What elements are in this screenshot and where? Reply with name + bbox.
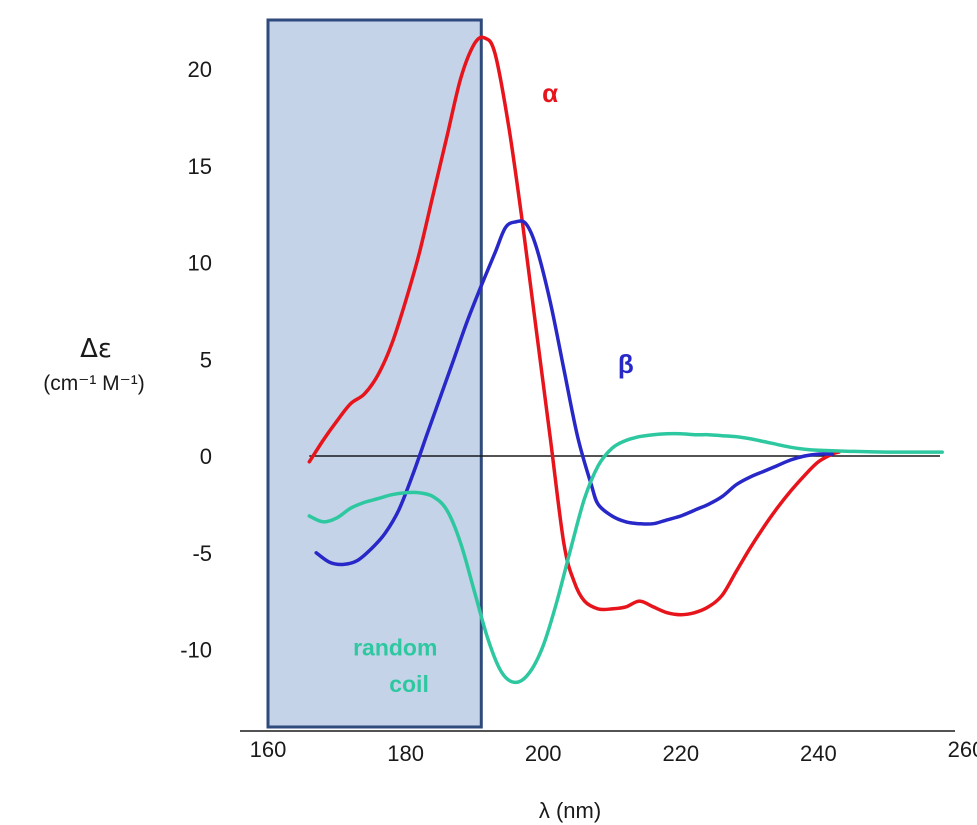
x-tick-label: 240 [800,741,837,766]
y-tick-label: 15 [188,154,212,179]
random-coil-curve [307,431,944,685]
y-tick-label: -10 [180,638,212,663]
y-tick-label: 5 [200,347,212,372]
y-tick-label: 20 [188,57,212,82]
y-tick-labels: 20 15 10 5 0 -5 -10 [180,57,212,663]
y-tick-label: 0 [200,444,212,469]
series-label: random [353,634,437,660]
x-tick-label: 180 [387,741,424,766]
x-tick-label: 200 [525,741,562,766]
series-label: β [618,349,634,379]
series-lines [307,35,944,685]
x-tick-label: 260 [948,737,977,762]
x-tick-label: 160 [250,737,287,762]
series-labels: α β random coil [353,78,634,697]
x-tick-labels: 160 180 200 220 240 260 [250,737,977,766]
y-tick-label: -5 [192,541,212,566]
series-label: coil [389,671,429,697]
series-label: α [542,78,558,108]
y-axis-title: Δε [80,334,112,364]
x-axis-title: λ (nm) [539,798,601,823]
x-tick-label: 220 [662,741,699,766]
y-tick-label: 10 [188,251,212,276]
y-axis-units: (cm⁻¹ M⁻¹) [43,372,144,395]
